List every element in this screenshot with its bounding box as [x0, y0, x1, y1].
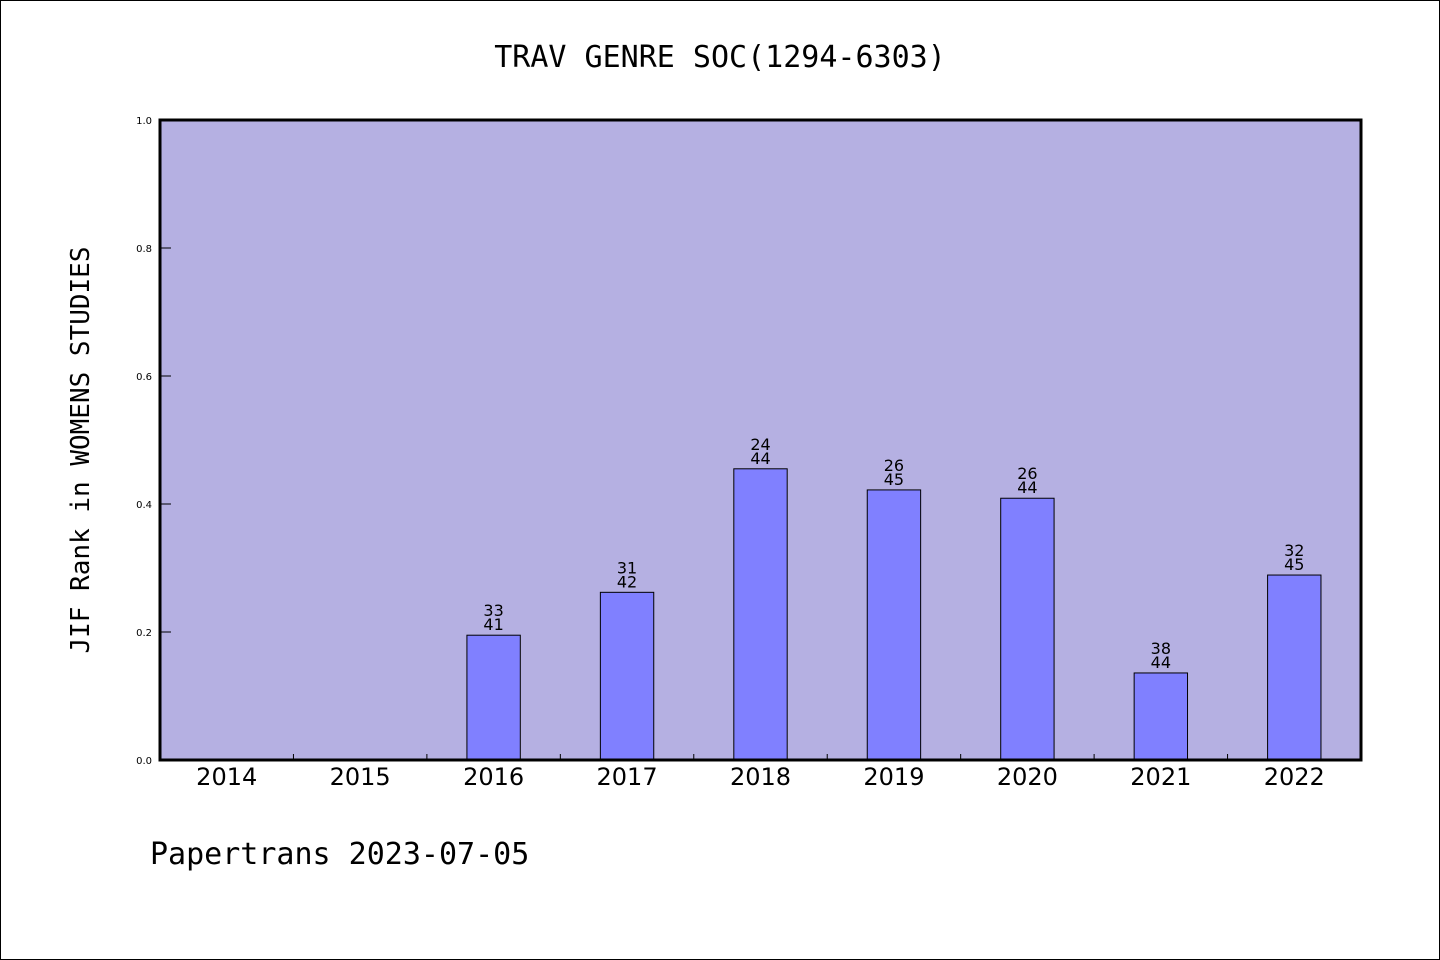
y-tick-label: 0.8 [136, 244, 152, 255]
bar-label-rank: 33 [483, 601, 503, 620]
bar-label-total: 45 [884, 470, 904, 489]
x-tick-label: 2016 [463, 763, 524, 791]
bar-2018 [733, 468, 788, 761]
bar-2020 [1000, 497, 1055, 761]
bars-layer [466, 468, 1322, 761]
bar-label-total: 44 [1151, 653, 1171, 672]
y-tick-label: 0.2 [136, 628, 152, 639]
plot-border [158, 118, 1363, 762]
bar-label-total: 44 [1017, 478, 1037, 497]
bar-label-total: 42 [617, 572, 637, 591]
footer-credit: Papertrans 2023-07-05 [150, 837, 529, 872]
x-tick-label: 2014 [196, 763, 257, 791]
x-tick-label: 2018 [730, 763, 791, 791]
bar-label-total: 41 [483, 615, 503, 634]
chart-title: TRAV GENRE SOC(1294-6303) [494, 40, 946, 75]
bar-2017 [599, 591, 655, 761]
bar-label-rank: 26 [1017, 464, 1037, 483]
bar-label-rank: 38 [1151, 639, 1171, 658]
y-axis-label: JIF Rank in WOMENS STUDIES [66, 247, 96, 654]
x-tick-label: 2022 [1264, 763, 1325, 791]
y-tick-label: 0.0 [136, 756, 152, 767]
x-tick-label: 2021 [1130, 763, 1191, 791]
y-tick-label: 1.0 [136, 116, 152, 127]
bar-2019 [866, 489, 922, 761]
bar-2022 [1267, 574, 1322, 761]
x-tick-label: 2015 [330, 763, 391, 791]
bar-2021 [1133, 672, 1189, 761]
bar-2016 [466, 634, 521, 761]
x-tick-label: 2019 [863, 763, 924, 791]
x-tick-label: 2020 [997, 763, 1058, 791]
bar-label-rank: 26 [884, 456, 904, 475]
x-tick-label: 2017 [597, 763, 658, 791]
y-tick-label: 0.4 [136, 500, 152, 511]
y-tick-label: 0.6 [136, 372, 152, 383]
bar-label-rank: 31 [617, 558, 637, 577]
bar-label-total: 45 [1284, 555, 1304, 574]
bar-label-total: 44 [750, 449, 770, 468]
bar-label-rank: 24 [750, 435, 770, 454]
bar-label-rank: 32 [1284, 541, 1304, 560]
